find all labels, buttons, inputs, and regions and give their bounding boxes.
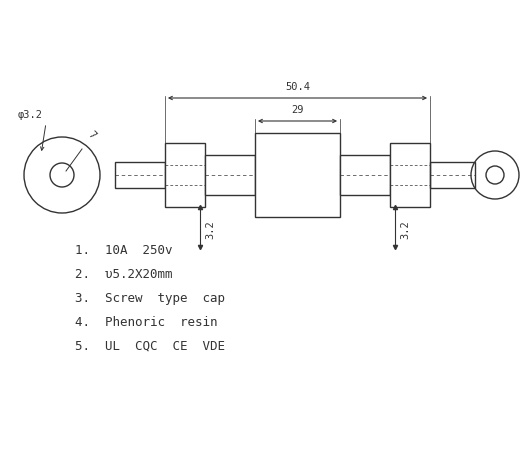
- Text: 3.  Screw  type  cap: 3. Screw type cap: [75, 292, 225, 305]
- Bar: [390, 143, 430, 207]
- Bar: [165, 143, 205, 207]
- Text: 3.2: 3.2: [205, 220, 215, 239]
- Bar: [430, 162, 475, 188]
- Text: 1.  10A  250v: 1. 10A 250v: [75, 244, 172, 257]
- Bar: [205, 155, 255, 195]
- Bar: [255, 133, 340, 217]
- Bar: [340, 155, 390, 195]
- Text: 4.  Phenoric  resin: 4. Phenoric resin: [75, 316, 218, 329]
- Text: 29: 29: [291, 105, 304, 115]
- Text: 2.  υ5.2X20mm: 2. υ5.2X20mm: [75, 268, 172, 281]
- Text: 50.4: 50.4: [285, 82, 310, 92]
- Text: 5.  UL  CQC  CE  VDE: 5. UL CQC CE VDE: [75, 340, 225, 353]
- Text: 3.2: 3.2: [400, 220, 410, 239]
- Bar: [115, 162, 165, 188]
- Text: 7: 7: [86, 129, 98, 141]
- Text: φ3.2: φ3.2: [18, 110, 43, 120]
